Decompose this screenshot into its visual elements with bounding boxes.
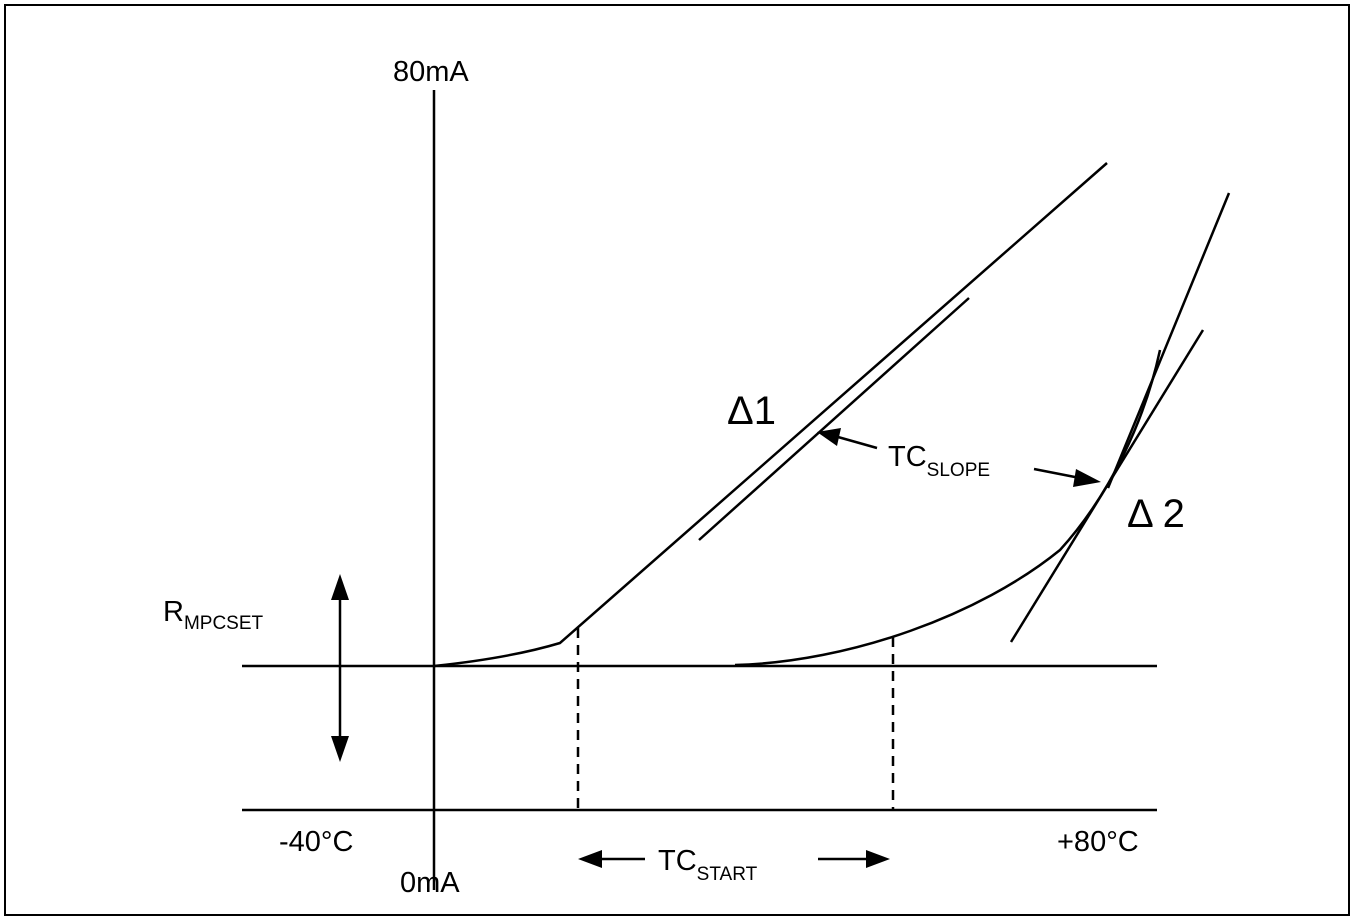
tc-start-main: TC xyxy=(658,845,697,877)
r-mpcset-sub: MPCSET xyxy=(184,613,264,634)
curve-2-steep-line xyxy=(1106,192,1231,489)
tc-slope-sub: SLOPE xyxy=(927,460,990,481)
r-mpcset-arrow-up-icon xyxy=(331,574,349,600)
tc-slope-label: TCSLOPE xyxy=(888,441,990,481)
tc-start-arrow-right-icon xyxy=(866,850,890,868)
tc-slope-arrow-left-shaft xyxy=(837,435,878,450)
tc-start-label: TCSTART xyxy=(658,845,758,885)
tc-slope-arrow-right-icon xyxy=(1073,469,1101,487)
delta-1-label: Δ1 xyxy=(727,389,776,433)
y-top-label: 80mA xyxy=(393,56,469,88)
delta-2-label: Δ 2 xyxy=(1127,492,1185,536)
tc-start-sub: START xyxy=(697,864,758,885)
r-mpcset-main: R xyxy=(163,596,184,628)
tc-start-arrow-left-icon xyxy=(578,850,602,868)
tc-slope-arrow-right-shaft xyxy=(1033,467,1081,480)
curve-2 xyxy=(734,349,1162,667)
x-left-label: -40°C xyxy=(279,826,353,858)
tangent-line-2 xyxy=(1009,329,1205,643)
x-right-label: +80°C xyxy=(1057,826,1139,858)
slope-line-1 xyxy=(698,297,970,541)
tc-slope-arrow-left-icon xyxy=(817,428,841,446)
curve-1 xyxy=(433,162,1108,668)
r-mpcset-label: RMPCSET xyxy=(163,596,264,634)
tc-slope-main: TC xyxy=(888,441,927,473)
y-bottom-label: 0mA xyxy=(400,867,460,899)
r-mpcset-arrow-down-icon xyxy=(331,736,349,762)
diagram-frame xyxy=(4,4,1350,916)
